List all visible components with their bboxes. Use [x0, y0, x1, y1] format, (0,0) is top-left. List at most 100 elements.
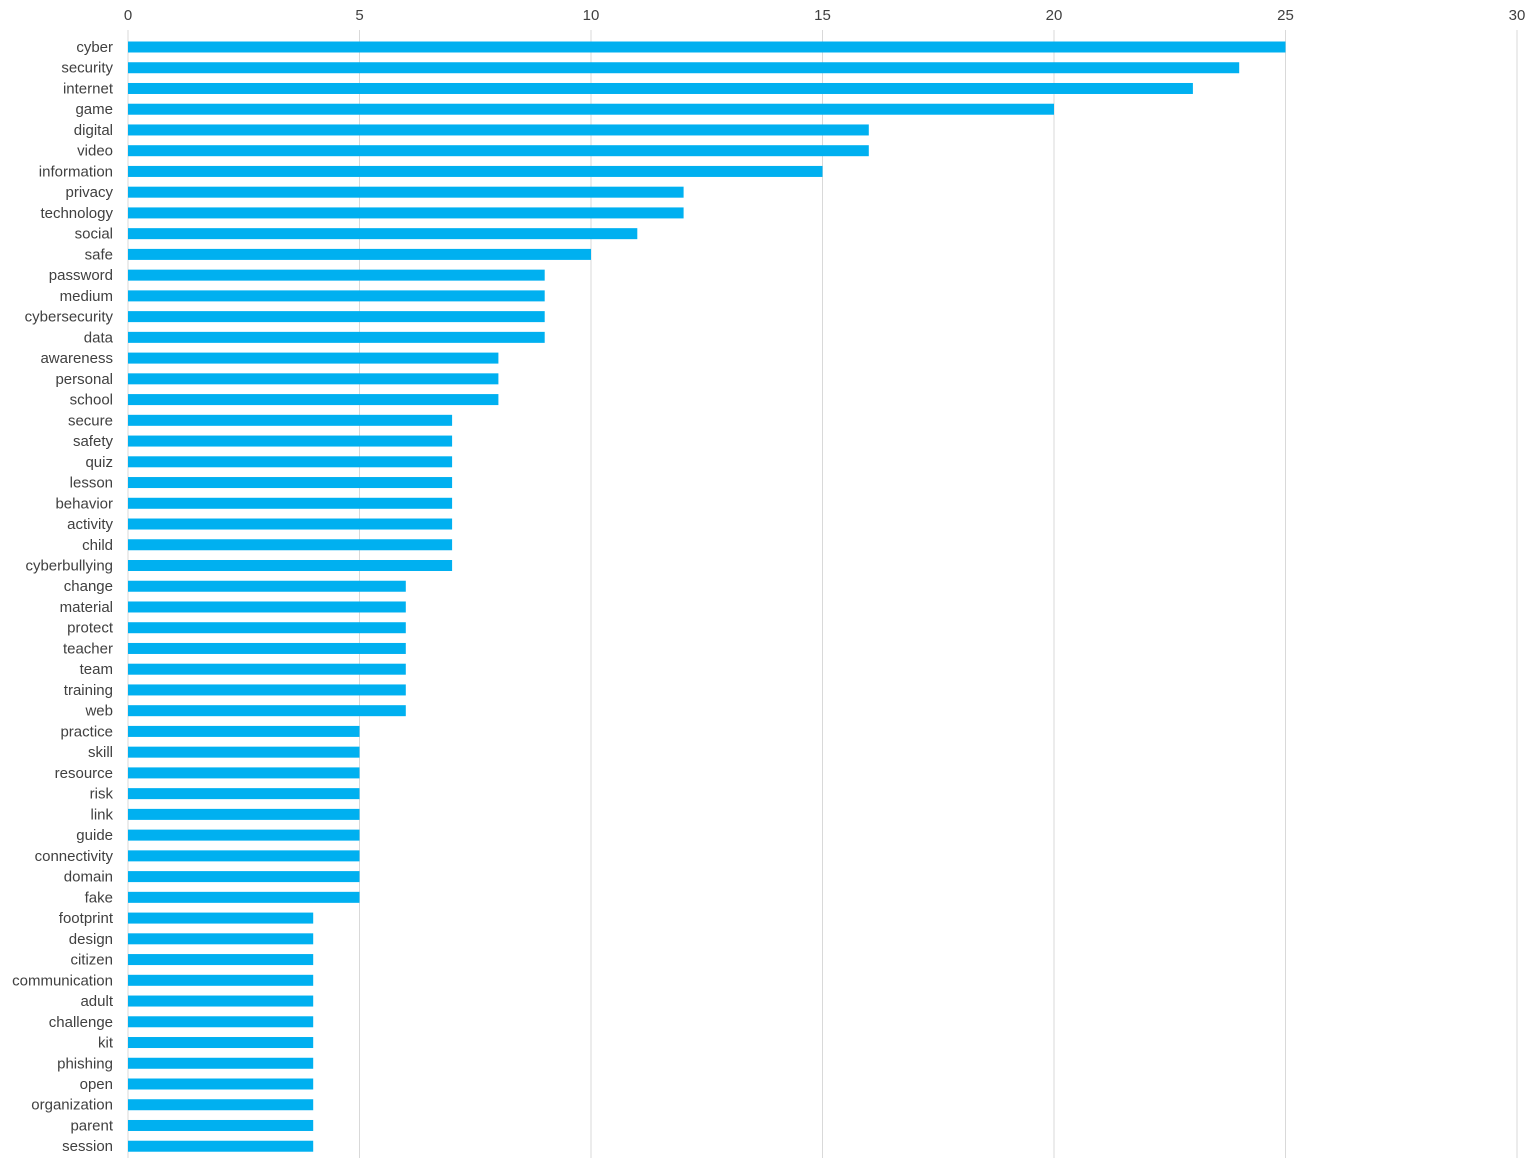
bar — [128, 373, 499, 385]
category-label: safety — [73, 433, 114, 450]
category-label: password — [49, 267, 113, 284]
bar — [128, 165, 823, 177]
category-label: change — [64, 578, 113, 595]
bar — [128, 518, 453, 530]
category-label: personal — [55, 371, 113, 388]
bar — [128, 891, 360, 903]
bar — [128, 311, 545, 323]
x-axis-ticks: 0 5 10 15 20 25 30 — [124, 7, 1526, 24]
category-label: privacy — [65, 184, 113, 201]
bar — [128, 435, 453, 447]
bar — [128, 725, 360, 737]
category-label: kit — [98, 1035, 114, 1052]
category-label: skill — [88, 744, 113, 761]
bar — [128, 829, 360, 841]
grid-lines — [127, 30, 1518, 1158]
category-label: child — [82, 537, 113, 554]
category-label: lesson — [70, 475, 113, 492]
category-label: data — [84, 329, 114, 346]
category-label: social — [75, 226, 113, 243]
category-label: activity — [67, 516, 113, 533]
bar — [128, 207, 684, 219]
category-label: fake — [85, 889, 113, 906]
bar — [128, 539, 453, 551]
category-labels: cybersecurityinternetgamedigitalvideoinf… — [12, 39, 114, 1155]
category-label: internet — [63, 80, 114, 97]
category-label: game — [75, 101, 113, 118]
category-label: challenge — [49, 1014, 113, 1031]
category-label: cybersecurity — [25, 309, 114, 326]
category-label: team — [80, 661, 113, 678]
category-label: connectivity — [35, 848, 114, 865]
x-tick-label: 25 — [1277, 7, 1294, 24]
bar — [128, 1099, 314, 1111]
category-label: link — [90, 806, 113, 823]
category-label: digital — [74, 122, 113, 139]
bar — [128, 995, 314, 1007]
bar — [128, 808, 360, 820]
category-label: adult — [80, 993, 113, 1010]
category-label: technology — [40, 205, 113, 222]
bar — [128, 269, 545, 281]
bar — [128, 871, 360, 883]
bar — [128, 954, 314, 966]
category-label: secure — [68, 412, 113, 429]
bar — [128, 414, 453, 426]
x-tick-label: 0 — [124, 7, 132, 24]
bar — [128, 663, 406, 675]
bar — [128, 290, 545, 302]
category-label: guide — [76, 827, 113, 844]
category-label: citizen — [70, 952, 113, 969]
bar — [128, 912, 314, 924]
category-label: design — [69, 931, 113, 948]
x-tick-label: 30 — [1509, 7, 1526, 24]
category-label: information — [39, 163, 113, 180]
category-label: organization — [31, 1097, 113, 1114]
category-label: practice — [60, 723, 113, 740]
bar — [128, 394, 499, 406]
category-label: open — [80, 1076, 113, 1093]
category-label: resource — [55, 765, 113, 782]
bar — [128, 622, 406, 634]
bar — [128, 186, 684, 198]
category-label: security — [61, 60, 113, 77]
category-label: web — [84, 703, 113, 720]
bar — [128, 124, 869, 136]
bar — [128, 1057, 314, 1069]
category-label: material — [60, 599, 113, 616]
bar — [128, 1078, 314, 1090]
bar — [128, 497, 453, 509]
bar — [128, 746, 360, 758]
bar — [128, 41, 1286, 53]
bar — [128, 331, 545, 343]
x-tick-label: 20 — [1046, 7, 1063, 24]
category-label: safe — [85, 246, 113, 263]
bar — [128, 705, 406, 717]
bar — [128, 1016, 314, 1028]
bar — [128, 1037, 314, 1049]
x-tick-label: 15 — [814, 7, 831, 24]
bar — [128, 248, 591, 260]
category-label: parent — [70, 1117, 113, 1134]
category-label: teacher — [63, 640, 113, 657]
bar — [128, 145, 869, 157]
bar — [128, 82, 1193, 94]
bar — [128, 103, 1054, 115]
bar — [128, 62, 1240, 74]
category-label: domain — [64, 869, 113, 886]
x-tick-label: 10 — [583, 7, 600, 24]
category-label: session — [62, 1138, 113, 1155]
category-label: school — [70, 392, 113, 409]
bar — [128, 477, 453, 489]
bar — [128, 456, 453, 468]
category-label: communication — [12, 972, 113, 989]
category-label: phishing — [57, 1055, 113, 1072]
bar — [128, 788, 360, 800]
bars — [128, 41, 1286, 1152]
bar — [128, 850, 360, 862]
bar — [128, 767, 360, 779]
bar — [128, 642, 406, 654]
category-label: footprint — [59, 910, 114, 927]
bar — [128, 933, 314, 945]
